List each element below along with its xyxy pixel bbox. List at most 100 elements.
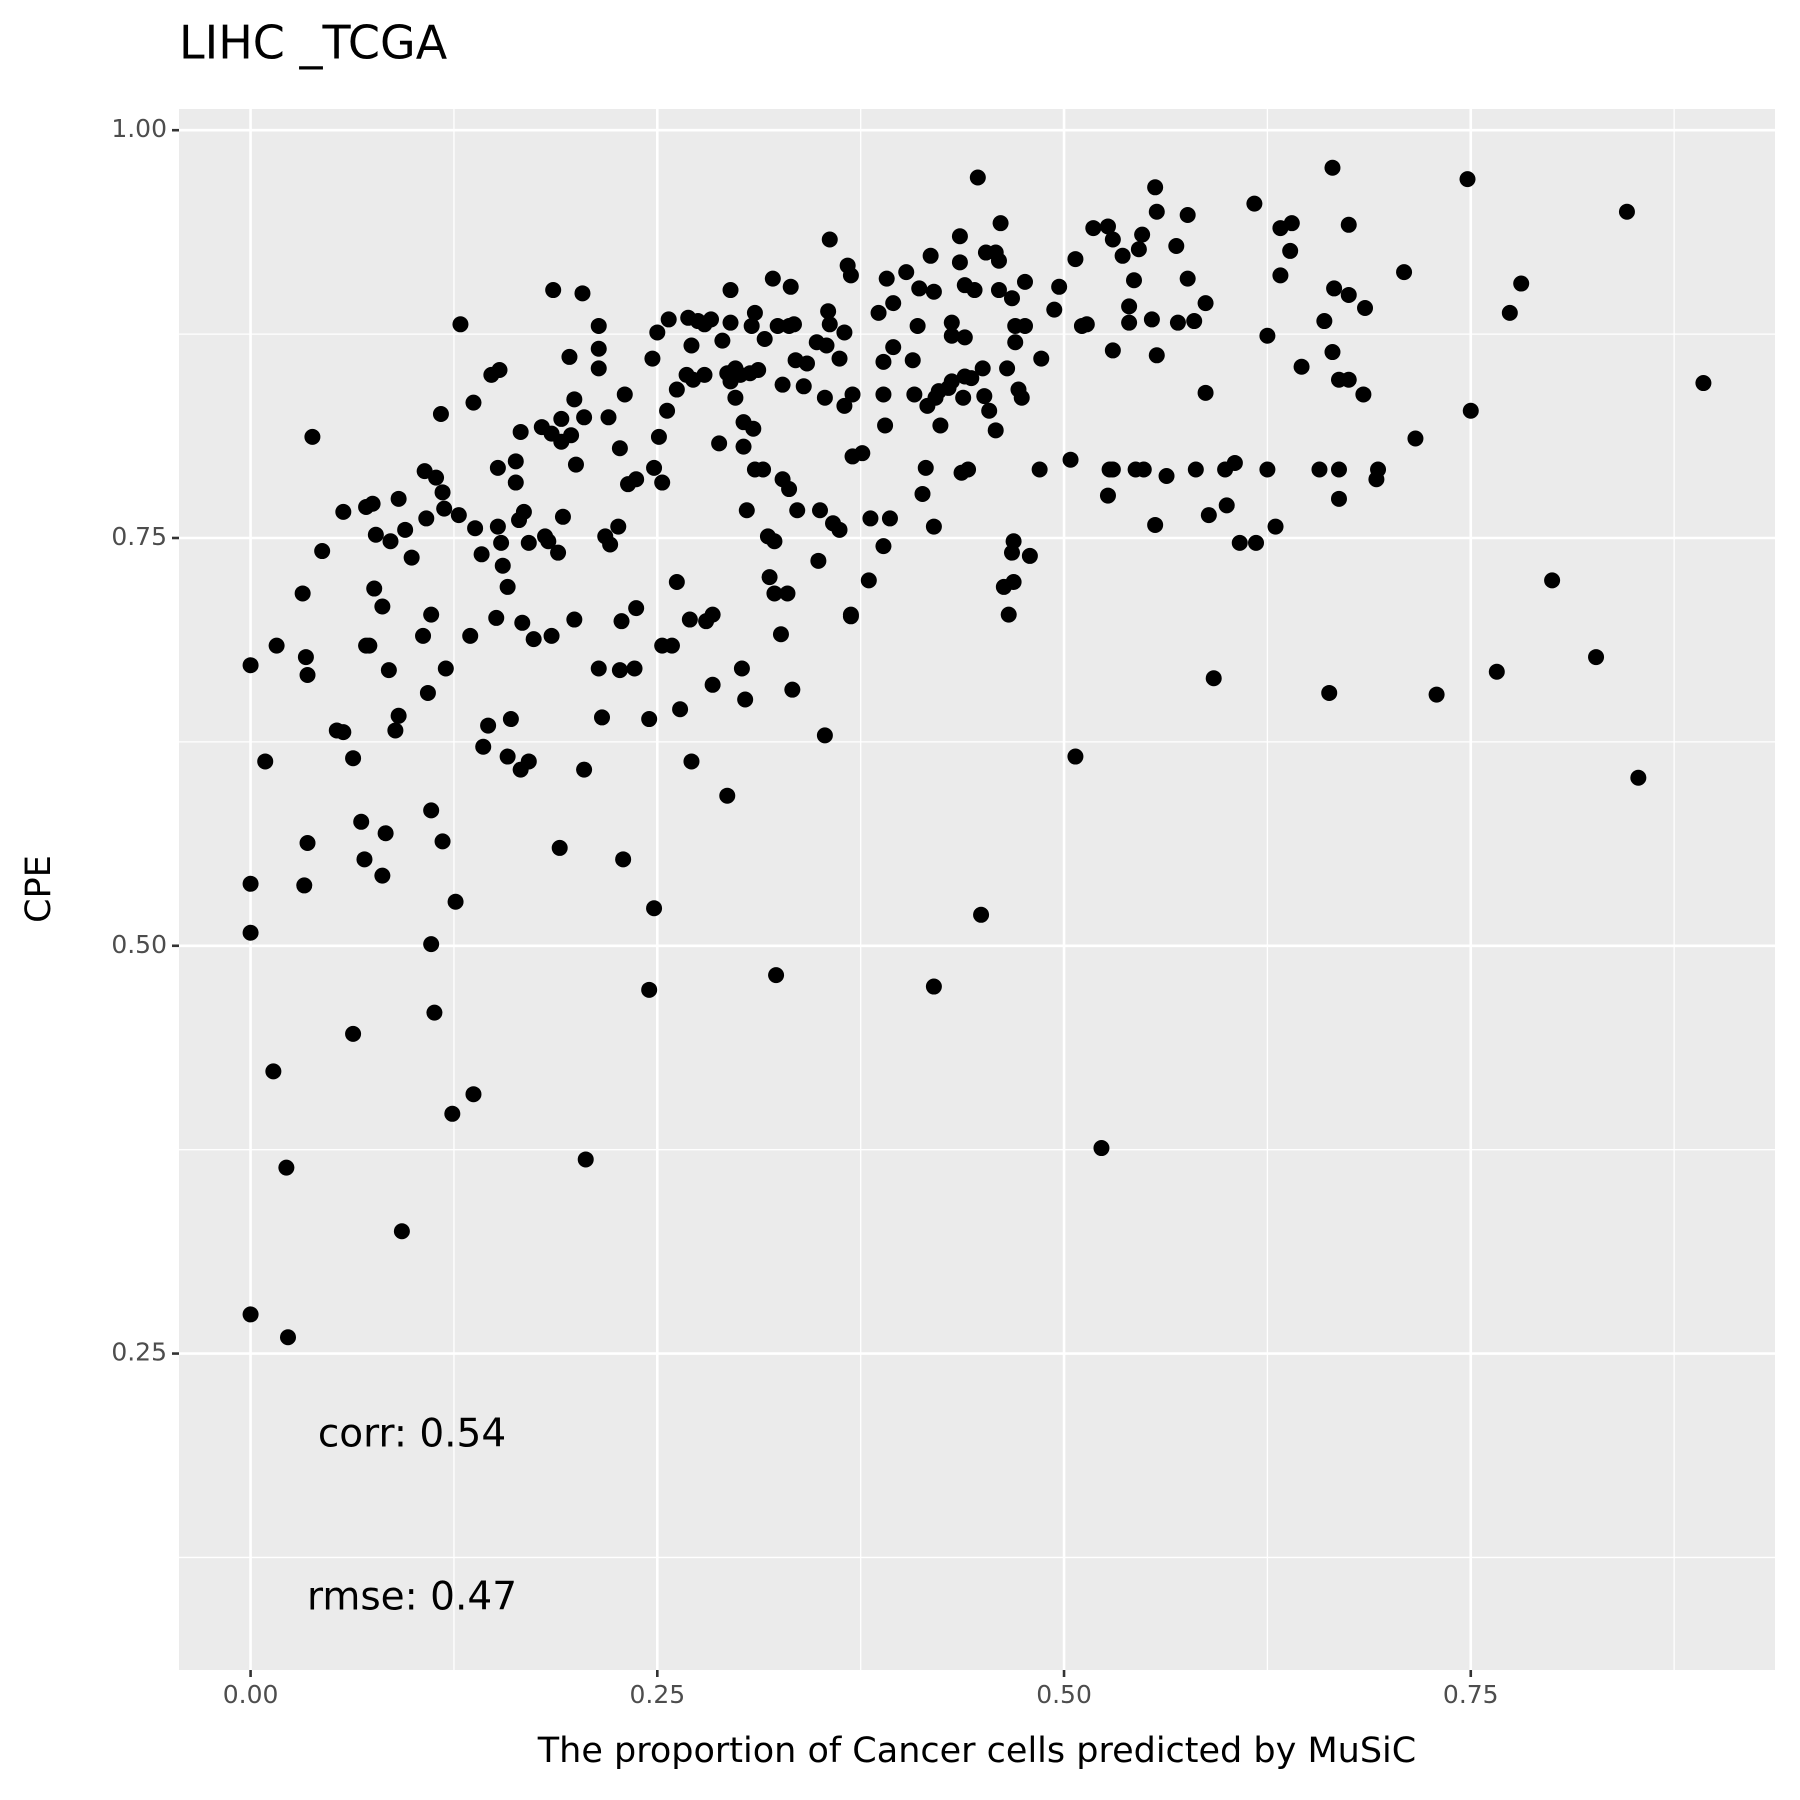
point <box>361 637 378 654</box>
point <box>1158 468 1175 485</box>
point <box>816 727 833 744</box>
point <box>437 660 454 677</box>
point <box>1125 272 1142 289</box>
point <box>447 893 464 910</box>
point <box>387 722 404 739</box>
point <box>1396 264 1413 281</box>
point <box>999 360 1016 377</box>
point <box>514 614 531 631</box>
point <box>789 502 806 519</box>
point <box>885 339 902 356</box>
point <box>428 469 445 486</box>
point <box>1003 290 1020 307</box>
point <box>452 316 469 333</box>
point <box>450 507 467 524</box>
point <box>683 753 700 770</box>
point <box>870 304 887 321</box>
point <box>462 627 479 644</box>
point <box>257 753 274 770</box>
point <box>878 270 895 287</box>
point <box>1067 748 1084 765</box>
point <box>831 350 848 367</box>
point <box>719 787 736 804</box>
point <box>540 533 557 550</box>
point <box>1355 386 1372 403</box>
annotation: rmse: 0.47 <box>307 1575 517 1620</box>
point <box>772 626 789 643</box>
point <box>494 557 511 574</box>
point <box>1147 179 1164 196</box>
point <box>390 490 407 507</box>
point <box>877 417 894 434</box>
point <box>1016 317 1033 334</box>
point <box>426 1004 443 1021</box>
point <box>1316 313 1333 330</box>
point <box>561 348 578 365</box>
point <box>862 510 879 527</box>
point <box>844 386 861 403</box>
point <box>1099 218 1116 235</box>
point <box>683 337 700 354</box>
point <box>836 324 853 341</box>
point <box>576 409 593 426</box>
point <box>550 544 567 561</box>
point <box>1121 298 1138 315</box>
point <box>1226 454 1243 471</box>
point <box>1033 350 1050 367</box>
point <box>1272 267 1289 284</box>
point <box>779 585 796 602</box>
point <box>1370 461 1387 478</box>
x-tick-label: 0.75 <box>1443 1680 1499 1709</box>
annotation: corr: 0.54 <box>318 1412 506 1457</box>
point <box>781 481 798 498</box>
point <box>1340 216 1357 233</box>
point <box>768 967 785 984</box>
point <box>1067 251 1084 268</box>
point <box>393 1223 410 1240</box>
point <box>423 802 440 819</box>
point <box>374 598 391 615</box>
point <box>1031 461 1048 478</box>
point <box>488 609 505 626</box>
point <box>703 311 719 328</box>
point <box>577 1151 594 1168</box>
point <box>1179 270 1196 287</box>
point <box>990 252 1007 269</box>
point <box>821 316 838 333</box>
point <box>489 518 506 535</box>
point <box>502 711 519 728</box>
point <box>681 611 698 628</box>
point <box>1168 238 1185 255</box>
point <box>1205 670 1222 687</box>
point <box>1488 663 1505 680</box>
point <box>1197 384 1214 401</box>
point <box>366 580 383 597</box>
point <box>766 533 783 550</box>
point <box>885 295 902 312</box>
point <box>875 353 892 370</box>
point <box>704 606 721 623</box>
point <box>1187 461 1204 478</box>
point <box>960 461 977 478</box>
point <box>654 474 671 491</box>
point <box>1501 304 1518 321</box>
point <box>704 676 721 693</box>
point <box>268 637 285 654</box>
point <box>875 538 892 555</box>
point <box>1340 286 1357 303</box>
point <box>992 215 1009 232</box>
point <box>551 839 568 856</box>
point <box>345 750 362 767</box>
point <box>628 471 645 488</box>
point <box>860 572 877 589</box>
point <box>543 627 560 644</box>
point <box>1179 207 1196 224</box>
point <box>512 423 529 440</box>
point <box>554 508 571 525</box>
point <box>1324 344 1341 361</box>
point <box>660 311 677 328</box>
point <box>507 474 524 491</box>
point <box>911 280 928 297</box>
point <box>974 360 991 377</box>
point <box>242 924 259 941</box>
